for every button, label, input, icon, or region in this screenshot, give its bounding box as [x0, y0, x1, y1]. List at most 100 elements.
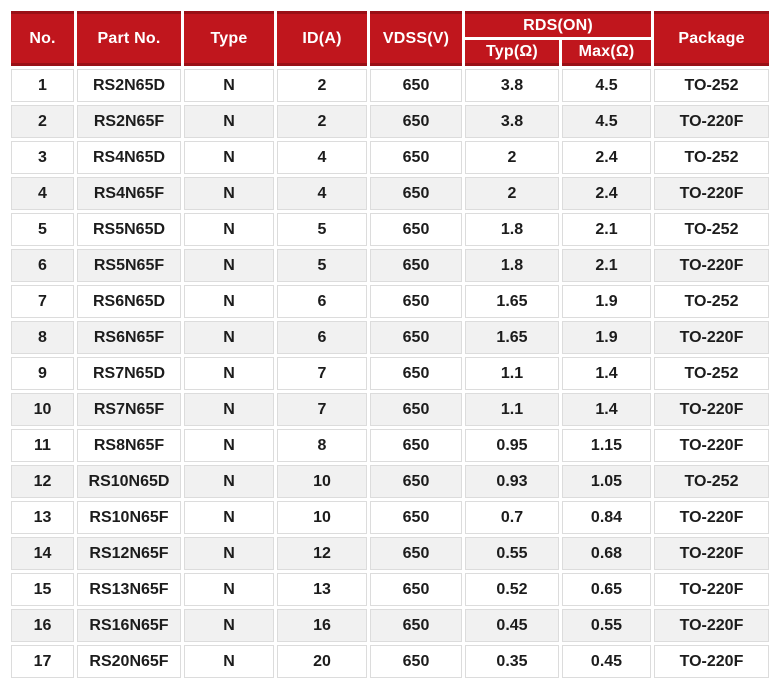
- table-row: 1 RS2N65D N 2 650 3.8 4.5 TO-252: [11, 69, 769, 102]
- cell-rds-max: 2.4: [562, 141, 651, 174]
- cell-no: 15: [11, 573, 74, 606]
- cell-vdss-v: 650: [370, 285, 462, 318]
- cell-rds-max: 0.68: [562, 537, 651, 570]
- cell-no: 10: [11, 393, 74, 426]
- cell-id-a: 12: [277, 537, 367, 570]
- cell-vdss-v: 650: [370, 501, 462, 534]
- cell-rds-typ: 0.35: [465, 645, 559, 678]
- header-rds-max: Max(Ω): [562, 40, 651, 66]
- cell-rds-typ: 2: [465, 141, 559, 174]
- cell-part-no: RS5N65F: [77, 249, 181, 282]
- cell-package: TO-252: [654, 69, 769, 102]
- cell-rds-max: 1.15: [562, 429, 651, 462]
- cell-id-a: 6: [277, 285, 367, 318]
- cell-part-no: RS12N65F: [77, 537, 181, 570]
- cell-package: TO-252: [654, 465, 769, 498]
- cell-vdss-v: 650: [370, 69, 462, 102]
- header-part-no: Part No.: [77, 11, 181, 66]
- table-row: 8 RS6N65F N 6 650 1.65 1.9 TO-220F: [11, 321, 769, 354]
- cell-vdss-v: 650: [370, 645, 462, 678]
- cell-type: N: [184, 69, 274, 102]
- cell-rds-typ: 1.1: [465, 393, 559, 426]
- cell-type: N: [184, 645, 274, 678]
- cell-id-a: 10: [277, 465, 367, 498]
- table-header: No. Part No. Type ID(A) VDSS(V) RDS(ON) …: [11, 11, 769, 66]
- cell-vdss-v: 650: [370, 573, 462, 606]
- cell-rds-max: 0.55: [562, 609, 651, 642]
- cell-rds-max: 1.4: [562, 357, 651, 390]
- cell-package: TO-252: [654, 285, 769, 318]
- cell-package: TO-220F: [654, 501, 769, 534]
- table-row: 11 RS8N65F N 8 650 0.95 1.15 TO-220F: [11, 429, 769, 462]
- cell-part-no: RS13N65F: [77, 573, 181, 606]
- cell-type: N: [184, 213, 274, 246]
- mosfet-spec-table: No. Part No. Type ID(A) VDSS(V) RDS(ON) …: [8, 8, 772, 681]
- cell-rds-max: 1.9: [562, 285, 651, 318]
- cell-part-no: RS2N65F: [77, 105, 181, 138]
- cell-id-a: 5: [277, 249, 367, 282]
- cell-no: 16: [11, 609, 74, 642]
- cell-rds-typ: 0.52: [465, 573, 559, 606]
- header-row-main: No. Part No. Type ID(A) VDSS(V) RDS(ON) …: [11, 11, 769, 66]
- cell-rds-typ: 3.8: [465, 69, 559, 102]
- cell-no: 12: [11, 465, 74, 498]
- cell-rds-max: 4.5: [562, 69, 651, 102]
- cell-part-no: RS10N65D: [77, 465, 181, 498]
- cell-package: TO-252: [654, 213, 769, 246]
- cell-id-a: 10: [277, 501, 367, 534]
- cell-rds-typ: 0.45: [465, 609, 559, 642]
- cell-vdss-v: 650: [370, 357, 462, 390]
- header-row-sub: Typ(Ω) Max(Ω): [11, 40, 769, 66]
- cell-no: 14: [11, 537, 74, 570]
- cell-vdss-v: 650: [370, 429, 462, 462]
- cell-vdss-v: 650: [370, 465, 462, 498]
- cell-type: N: [184, 177, 274, 210]
- cell-type: N: [184, 285, 274, 318]
- cell-vdss-v: 650: [370, 213, 462, 246]
- cell-no: 6: [11, 249, 74, 282]
- cell-no: 9: [11, 357, 74, 390]
- cell-vdss-v: 650: [370, 609, 462, 642]
- cell-vdss-v: 650: [370, 393, 462, 426]
- cell-type: N: [184, 321, 274, 354]
- cell-no: 13: [11, 501, 74, 534]
- cell-rds-typ: 1.65: [465, 285, 559, 318]
- cell-rds-typ: 0.55: [465, 537, 559, 570]
- cell-vdss-v: 650: [370, 177, 462, 210]
- cell-part-no: RS8N65F: [77, 429, 181, 462]
- cell-part-no: RS6N65D: [77, 285, 181, 318]
- cell-no: 5: [11, 213, 74, 246]
- cell-part-no: RS2N65D: [77, 69, 181, 102]
- cell-part-no: RS10N65F: [77, 501, 181, 534]
- table-row: 15 RS13N65F N 13 650 0.52 0.65 TO-220F: [11, 573, 769, 606]
- cell-type: N: [184, 429, 274, 462]
- cell-type: N: [184, 357, 274, 390]
- cell-part-no: RS20N65F: [77, 645, 181, 678]
- cell-package: TO-252: [654, 141, 769, 174]
- cell-package: TO-220F: [654, 609, 769, 642]
- cell-rds-typ: 1.65: [465, 321, 559, 354]
- cell-rds-max: 2.1: [562, 213, 651, 246]
- cell-package: TO-252: [654, 357, 769, 390]
- table-row: 5 RS5N65D N 5 650 1.8 2.1 TO-252: [11, 213, 769, 246]
- cell-id-a: 4: [277, 141, 367, 174]
- cell-type: N: [184, 501, 274, 534]
- cell-id-a: 8: [277, 429, 367, 462]
- cell-package: TO-220F: [654, 105, 769, 138]
- table-row: 2 RS2N65F N 2 650 3.8 4.5 TO-220F: [11, 105, 769, 138]
- cell-rds-max: 1.4: [562, 393, 651, 426]
- cell-rds-typ: 1.1: [465, 357, 559, 390]
- cell-type: N: [184, 141, 274, 174]
- cell-rds-max: 2.1: [562, 249, 651, 282]
- table-row: 7 RS6N65D N 6 650 1.65 1.9 TO-252: [11, 285, 769, 318]
- table-row: 10 RS7N65F N 7 650 1.1 1.4 TO-220F: [11, 393, 769, 426]
- cell-type: N: [184, 105, 274, 138]
- cell-type: N: [184, 573, 274, 606]
- header-rds-on: RDS(ON): [465, 11, 651, 37]
- cell-package: TO-220F: [654, 393, 769, 426]
- table-row: 17 RS20N65F N 20 650 0.35 0.45 TO-220F: [11, 645, 769, 678]
- header-rds-typ: Typ(Ω): [465, 40, 559, 66]
- cell-rds-max: 0.84: [562, 501, 651, 534]
- cell-part-no: RS7N65F: [77, 393, 181, 426]
